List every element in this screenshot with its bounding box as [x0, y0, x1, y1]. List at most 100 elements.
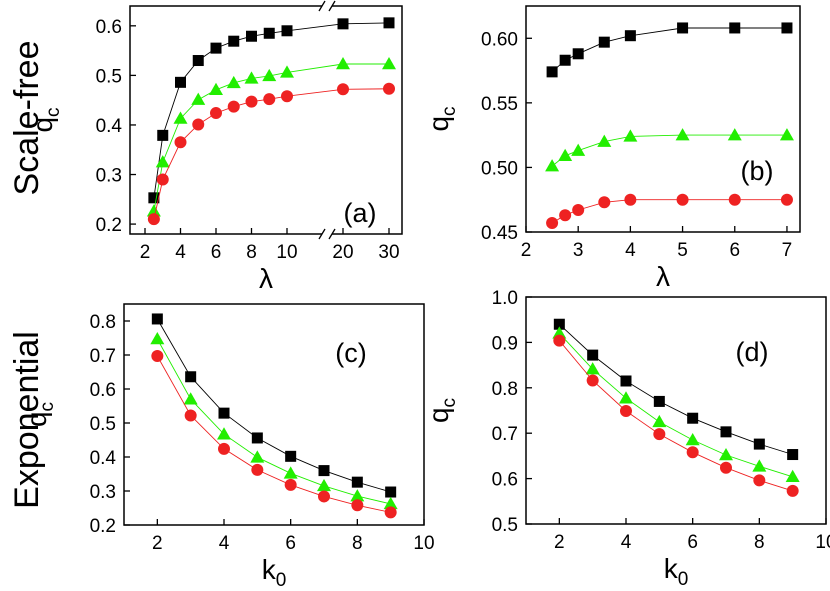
series-line-circle [551, 199, 787, 224]
data-point-square-3 [653, 395, 665, 407]
x-tick-label: 6 [687, 532, 698, 553]
data-point-square-7 [385, 486, 397, 498]
panel-a: 0.2 0.3 0.4 0.5 0.6 2 4 6 8 10 20 30 λ qc (a) [27, 0, 403, 294]
series-line-square [551, 27, 787, 73]
y-tick-label: 1.0 [492, 288, 518, 309]
data-point-square-8 [281, 25, 293, 37]
y-tick-label: 0.9 [492, 333, 518, 354]
x-tick-label: 8 [352, 533, 363, 554]
data-point-triangle-7 [383, 496, 398, 510]
panel-b: 0.45 0.50 0.55 0.60 2 3 4 5 6 7 λ qc (b) [423, 5, 801, 292]
x-tick-label: 6 [211, 242, 222, 263]
x-tick-label: 7 [782, 240, 793, 261]
data-point-circle-5 [720, 461, 732, 474]
plot-frame [123, 303, 425, 526]
data-point-circle-3 [598, 196, 611, 209]
data-point-triangle-3 [191, 92, 206, 105]
x-tick-label: 3 [573, 240, 584, 261]
data-point-triangle-1 [183, 392, 198, 405]
data-point-circle-0 [553, 334, 566, 347]
x-tick-label: 4 [625, 240, 636, 261]
x-tick-label: 4 [621, 532, 632, 553]
panel-tag: (a) [344, 198, 377, 228]
data-point-triangle-7 [785, 469, 800, 483]
data-point-triangle-7 [262, 68, 277, 82]
y-axis-title: qc [423, 398, 460, 423]
data-point-square-3 [598, 36, 610, 48]
y-tick-label: 0.5 [492, 515, 518, 536]
y-tick-label: 0.2 [96, 215, 122, 236]
data-point-triangle-2 [571, 143, 586, 156]
y-tick-label: 0.55 [481, 94, 518, 115]
x-axis-title: k0 [664, 553, 689, 590]
y-tick-label: 0.2 [90, 516, 116, 537]
series-line-square [153, 22, 390, 198]
data-point-triangle-4 [685, 433, 700, 446]
panel-tag: (c) [335, 338, 366, 368]
data-point-circle-10 [383, 82, 395, 95]
x-tick-label: 2 [521, 240, 532, 261]
data-point-square-2 [175, 76, 186, 88]
data-point-square-1 [185, 371, 197, 383]
row-label-scale-free: Scale-free [8, 41, 46, 196]
data-point-circle-2 [620, 404, 632, 417]
data-point-circle-3 [192, 118, 205, 131]
data-point-square-4 [624, 30, 636, 42]
data-point-square-6 [246, 30, 257, 42]
data-point-triangle-5 [719, 447, 733, 461]
data-point-square-5 [677, 22, 689, 34]
data-point-circle-1 [586, 374, 599, 387]
plot-frame [525, 5, 801, 233]
data-point-square-9 [337, 18, 349, 30]
data-point-circle-7 [780, 193, 793, 206]
data-point-circle-0 [147, 213, 160, 226]
y-tick-label: 0.7 [90, 346, 116, 367]
data-point-circle-3 [653, 428, 666, 441]
data-point-circle-6 [245, 95, 258, 108]
data-point-square-0 [546, 66, 558, 78]
data-point-triangle-0 [545, 159, 560, 172]
y-tick-label: 0.8 [492, 379, 518, 400]
x-tick-label: 10 [815, 532, 830, 553]
data-point-circle-0 [546, 216, 559, 229]
data-point-triangle-0 [146, 204, 161, 217]
data-point-square-1 [157, 129, 169, 141]
data-point-triangle-1 [558, 148, 573, 162]
data-point-triangle-3 [652, 414, 667, 428]
data-point-square-4 [210, 42, 222, 54]
data-point-circle-1 [156, 173, 169, 186]
y-tick-label: 0.45 [481, 223, 518, 244]
y-tick-label: 0.4 [96, 116, 123, 137]
axis-break-mark [328, 0, 336, 12]
data-point-circle-2 [174, 136, 187, 149]
data-point-square-7 [781, 22, 793, 34]
series-line-triangle [156, 338, 391, 505]
data-point-square-3 [251, 432, 263, 444]
x-tick-label: 8 [754, 532, 765, 553]
x-tick-label: 2 [554, 532, 565, 553]
data-point-triangle-6 [752, 459, 767, 472]
data-point-circle-6 [351, 499, 364, 512]
data-point-triangle-4 [623, 129, 638, 142]
y-tick-label: 0.6 [96, 17, 122, 38]
data-point-square-7 [787, 449, 799, 461]
panel-d: 0.5 0.6 0.7 0.8 0.9 1.0 2 4 6 8 10 k0 qc (d) [423, 288, 830, 590]
data-point-circle-4 [284, 478, 297, 491]
data-point-circle-0 [151, 350, 164, 363]
data-point-square-6 [753, 438, 765, 450]
data-point-triangle-0 [552, 326, 567, 339]
y-tick-label: 0.8 [90, 312, 116, 333]
y-axis-title: qc [21, 402, 58, 427]
data-point-square-1 [559, 54, 571, 66]
data-point-circle-4 [686, 446, 699, 459]
row-label-exponential: Exponential [8, 331, 46, 509]
data-point-square-2 [572, 48, 584, 60]
x-tick-label: 6 [729, 240, 740, 261]
data-point-square-6 [729, 22, 741, 34]
data-point-circle-3 [251, 463, 264, 476]
data-point-triangle-4 [209, 82, 223, 96]
data-point-circle-4 [624, 193, 637, 206]
data-point-circle-2 [572, 204, 585, 217]
x-tick-label: 2 [140, 242, 151, 263]
